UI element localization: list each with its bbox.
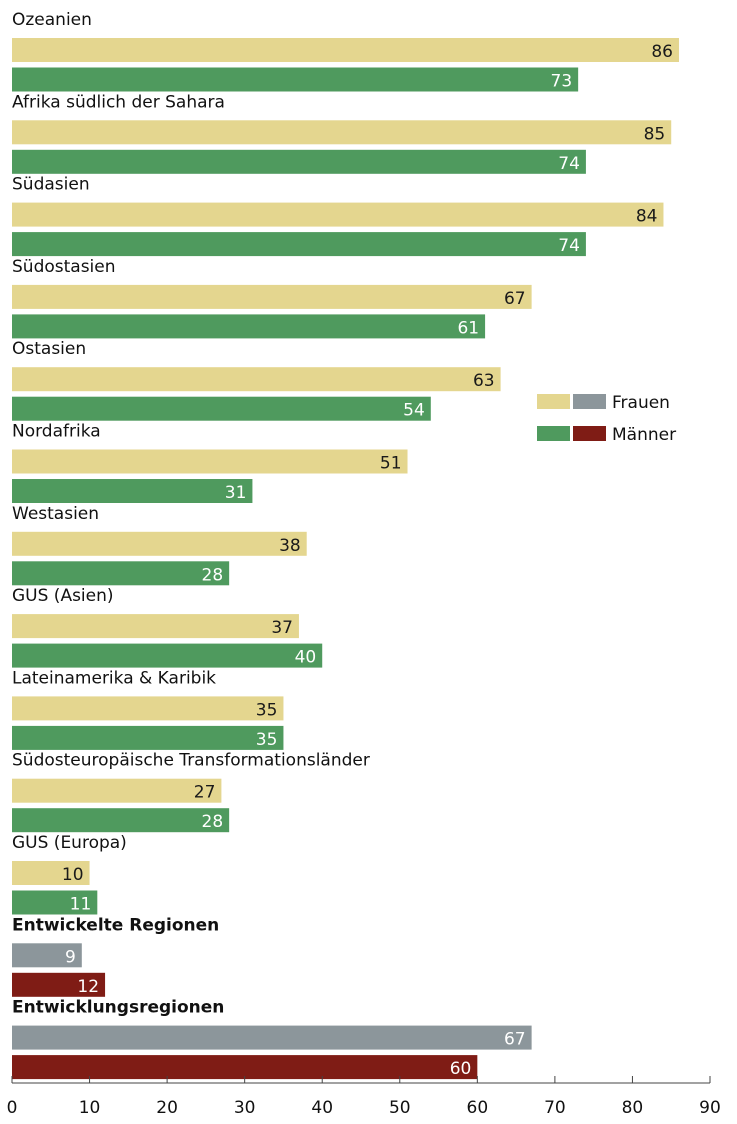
category-label: Ozeanien [12,10,92,30]
category-label: Nordafrika [12,422,101,442]
legend-label-maenner: Männer [612,425,676,445]
frauen-bar [12,943,82,968]
category-label: Lateinamerika & Karibik [12,668,216,688]
category-label: Ostasien [12,339,86,359]
legend-swatch-frauen-region [537,394,570,409]
frauen-bar [12,120,672,145]
maenner-bar [12,314,486,339]
maenner-value-label: 54 [403,401,425,421]
maenner-bar [12,479,253,503]
frauen-value-label: 84 [636,207,658,227]
maenner-value-label: 28 [202,812,224,832]
frauen-bar [12,1025,532,1050]
legend-label-frauen: Frauen [612,393,670,413]
maenner-value-label: 73 [551,72,573,92]
frauen-value-label: 37 [271,618,293,638]
x-tick-label: 10 [79,1098,101,1118]
x-tick-label: 60 [467,1098,489,1118]
category-label: Entwickelte Regionen [12,915,219,935]
frauen-bar [12,696,284,721]
frauen-bar [12,531,307,556]
x-tick-label: 30 [234,1098,256,1118]
frauen-value-label: 9 [65,947,76,967]
maenner-value-label: 35 [256,730,278,750]
maenner-value-label: 60 [450,1059,472,1079]
maenner-bar [12,149,586,174]
legend-swatch-maenner-aggregate [573,426,606,441]
category-label: Südosteuropäische Transformationsländer [12,751,370,771]
category-label: Afrika südlich der Sahara [12,92,225,112]
maenner-bar [12,232,586,257]
maenner-value-label: 28 [202,565,224,585]
x-tick-label: 20 [156,1098,178,1118]
x-tick-label: 40 [311,1098,333,1118]
category-label: GUS (Europa) [12,833,127,853]
legend-swatch-frauen-aggregate [573,394,606,409]
maenner-bar [12,561,230,586]
maenner-value-label: 40 [295,648,317,668]
category-label: Westasien [12,504,99,524]
frauen-value-label: 51 [380,454,402,474]
frauen-value-label: 86 [651,42,673,62]
frauen-bar [12,38,679,62]
category-label: Südostasien [12,257,116,277]
frauen-bar [12,614,299,639]
maenner-bar [12,1055,478,1080]
frauen-bar [12,284,532,309]
maenner-value-label: 74 [558,154,580,174]
frauen-bar [12,778,222,803]
frauen-value-label: 38 [279,536,301,556]
frauen-value-label: 63 [473,371,495,391]
maenner-bar [12,972,106,997]
category-label: Südasien [12,175,90,195]
frauen-bar [12,202,664,227]
frauen-value-label: 67 [504,1030,526,1050]
x-tick-label: 70 [544,1098,566,1118]
frauen-value-label: 35 [256,700,278,720]
x-tick-label: 90 [699,1098,721,1118]
maenner-bar [12,808,230,833]
maenner-bar [12,396,431,421]
maenner-value-label: 31 [225,483,247,503]
category-label: Entwicklungsregionen [12,998,224,1018]
frauen-bar [12,861,90,885]
frauen-value-label: 10 [62,865,84,885]
x-tick-label: 50 [389,1098,411,1118]
maenner-bar [12,67,579,92]
frauen-value-label: 85 [644,124,666,144]
frauen-value-label: 67 [504,289,526,309]
maenner-value-label: 12 [77,977,99,997]
maenner-value-label: 61 [457,318,479,338]
category-label: GUS (Asien) [12,586,114,606]
frauen-bar [12,449,408,474]
frauen-bar [12,367,501,392]
maenner-value-label: 74 [558,236,580,256]
x-tick-label: 0 [7,1098,18,1118]
maenner-bar [12,643,323,668]
maenner-bar [12,725,284,750]
maenner-bar [12,890,98,915]
x-tick-label: 80 [622,1098,644,1118]
frauen-value-label: 27 [194,783,216,803]
legend-swatch-maenner-region [537,426,570,441]
maenner-value-label: 11 [70,895,92,915]
